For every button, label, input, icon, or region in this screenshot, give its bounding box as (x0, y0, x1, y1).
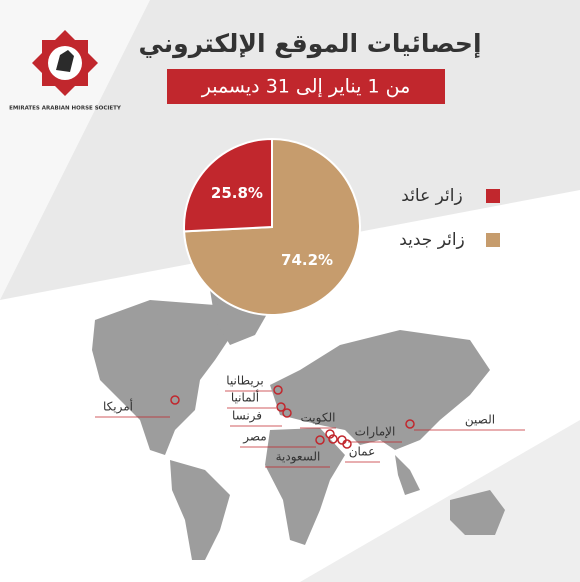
legend-label: زائر عائد (401, 186, 462, 206)
location-marker (170, 395, 180, 405)
legend-label: زائر جديد (399, 230, 465, 250)
legend-swatch (486, 233, 500, 247)
location-marker (315, 435, 325, 445)
country-label: ألمانيا (231, 390, 259, 405)
legend: زائر عائد زائر جديد (399, 186, 500, 250)
legend-swatch (486, 189, 500, 203)
country-label: فرنسا (232, 409, 262, 424)
location-marker (325, 429, 335, 439)
location-marker (282, 408, 292, 418)
chart-title: إحصائيات الموقع الإلكتروني (138, 29, 481, 59)
location-marker (328, 434, 338, 444)
location-marker (342, 439, 352, 449)
country-label: الصين (465, 413, 495, 428)
country-label: أمريكا (103, 399, 133, 415)
location-marker (405, 419, 415, 429)
pie-slice (183, 137, 273, 233)
background-shape (300, 420, 580, 582)
background-shape (0, 0, 150, 300)
logo-text: EMIRATES ARABIAN HORSE SOCIETY (9, 106, 122, 112)
country-label: السعودية (276, 450, 321, 465)
chart-subtitle: من 1 يناير إلى 31 ديسمبر (201, 76, 411, 99)
country-label: الإمارات (355, 425, 396, 440)
location-marker (276, 402, 286, 412)
logo (32, 30, 98, 96)
country-label: عمان (349, 445, 376, 459)
country-label: مصر (242, 430, 266, 445)
pie: 74.2% 25.8% (183, 137, 361, 316)
world-map (92, 280, 505, 560)
country-label: بريطانيا (226, 374, 263, 389)
location-marker (273, 385, 283, 395)
data-label: 25.8% (211, 184, 263, 202)
data-label: 74.2% (281, 251, 333, 269)
country-label: الكويت (301, 411, 336, 426)
subtitle-banner (167, 69, 445, 104)
